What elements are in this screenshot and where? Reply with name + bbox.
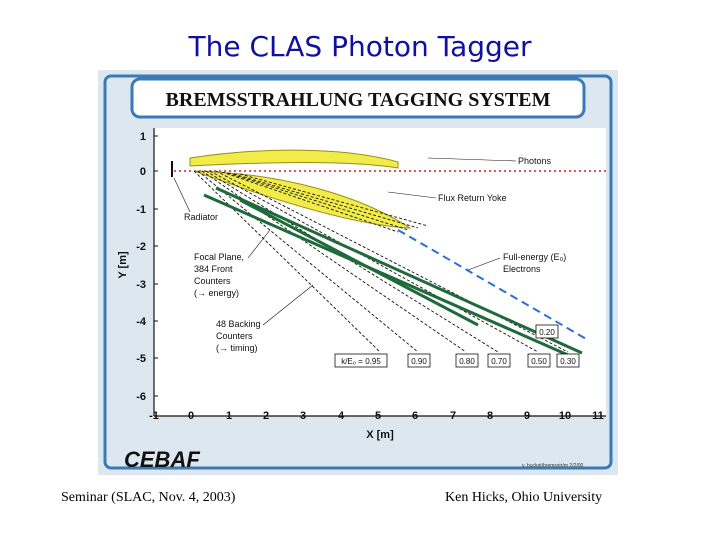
leader-full-energy bbox=[467, 257, 501, 271]
leader-backing bbox=[262, 284, 314, 326]
x-tick-label: 7 bbox=[450, 410, 456, 422]
label-full-energy: Full-energy (E₀) bbox=[503, 252, 566, 262]
y-axis-label: Y [m] bbox=[117, 251, 129, 279]
y-ticks: 1 0 -1 -2 -3 -4 -5 -6 bbox=[136, 131, 158, 403]
leader-photons bbox=[427, 157, 517, 162]
leader-radiator bbox=[173, 177, 191, 213]
trajectory-line bbox=[193, 170, 381, 353]
focal-plane-bar bbox=[215, 186, 583, 355]
energy-box-k: k/E₀ = 0.95 bbox=[334, 353, 388, 368]
y-tick-label: -4 bbox=[136, 316, 147, 328]
x-tick-label: 6 bbox=[412, 410, 418, 422]
energy-box-070: 0.70 bbox=[487, 353, 511, 368]
label-backing-counters: Counters bbox=[216, 331, 253, 341]
label-focal-energy: (→ energy) bbox=[194, 288, 239, 298]
footer-right: Ken Hicks, Ohio University bbox=[445, 490, 603, 505]
leader-focal-plane bbox=[247, 229, 271, 259]
energy-box-070-label: 0.70 bbox=[491, 357, 507, 366]
x-tick-label: 4 bbox=[338, 410, 345, 422]
energy-box-030: 0.30 bbox=[556, 353, 580, 368]
flux-yoke-lower bbox=[193, 170, 412, 229]
cebaf-logo: CEBAF bbox=[124, 447, 200, 472]
label-focal-front: 384 Front bbox=[194, 264, 233, 274]
x-tick-label: -1 bbox=[149, 410, 159, 422]
label-focal-plane: Focal Plane, bbox=[194, 252, 244, 262]
energy-box-080: 0.80 bbox=[455, 353, 479, 368]
focal-plane-counters bbox=[203, 186, 583, 357]
label-backing: 48 Backing bbox=[216, 319, 261, 329]
slide-title: The CLAS Photon Tagger bbox=[188, 30, 532, 63]
label-photons: Photons bbox=[518, 156, 552, 166]
energy-box-020-label: 0.20 bbox=[539, 328, 555, 337]
leader-flux-yoke bbox=[387, 191, 437, 199]
y-tick-label: -2 bbox=[136, 241, 146, 253]
figure-frame bbox=[103, 74, 613, 470]
energy-box-080-label: 0.80 bbox=[459, 357, 475, 366]
flux-yoke-upper bbox=[189, 149, 399, 169]
x-tick-label: 11 bbox=[592, 410, 604, 422]
x-ticks: -1 0 1 2 3 4 5 6 7 8 9 10 11 bbox=[149, 410, 604, 422]
tagger-diagram: BREMSSTRAHLUNG TAGGING SYSTEM 1 0 -1 -2 … bbox=[103, 74, 613, 472]
trajectory-line bbox=[201, 170, 467, 353]
x-tick-label: 0 bbox=[188, 410, 194, 422]
banner-title: BREMSSTRAHLUNG TAGGING SYSTEM bbox=[166, 89, 551, 111]
trajectory-line bbox=[215, 170, 569, 353]
energy-box-090: 0.90 bbox=[407, 353, 431, 368]
energy-box-050-label: 0.50 bbox=[531, 357, 547, 366]
label-radiator: Radiator bbox=[184, 212, 218, 222]
x-tick-label: 10 bbox=[559, 410, 571, 422]
y-tick-marks bbox=[154, 135, 158, 397]
x-axis-label: X [m] bbox=[366, 429, 394, 441]
trajectory-line bbox=[239, 173, 429, 227]
x-tick-label: 8 bbox=[487, 410, 493, 422]
energy-box-020: 0.20 bbox=[535, 324, 559, 339]
energy-box-090-label: 0.90 bbox=[411, 357, 427, 366]
y-tick-label: -6 bbox=[136, 391, 146, 403]
label-focal-counters: Counters bbox=[194, 276, 231, 286]
footer-left: Seminar (SLAC, Nov. 4, 2003) bbox=[61, 490, 236, 505]
x-tick-label: 5 bbox=[375, 410, 381, 422]
label-flux-yoke: Flux Return Yoke bbox=[438, 193, 507, 203]
y-tick-label: 1 bbox=[140, 131, 146, 143]
trajectory-line bbox=[227, 172, 409, 231]
y-tick-label: 0 bbox=[140, 166, 146, 178]
energy-box-k-label: k/E₀ = 0.95 bbox=[341, 357, 381, 366]
full-energy-beam bbox=[397, 229, 589, 341]
trajectory-line bbox=[233, 173, 419, 229]
x-tick-label: 2 bbox=[263, 410, 269, 422]
energy-box-030-label: 0.30 bbox=[560, 357, 576, 366]
focal-plane-bar bbox=[239, 198, 479, 327]
x-tick-label: 9 bbox=[524, 410, 530, 422]
energy-box-050: 0.50 bbox=[527, 353, 551, 368]
y-tick-label: -5 bbox=[136, 353, 146, 365]
label-electrons: Electrons bbox=[503, 264, 541, 274]
banner-box bbox=[130, 77, 586, 119]
y-tick-label: -3 bbox=[136, 279, 146, 291]
y-tick-label: -1 bbox=[136, 204, 146, 216]
x-tick-label: 1 bbox=[226, 410, 232, 422]
figure-credit: v. bucket/bremsstr/m 2/2/00 bbox=[522, 463, 584, 469]
x-tick-label: 3 bbox=[300, 410, 306, 422]
label-backing-timing: (→ timing) bbox=[216, 343, 258, 353]
electron-trajectories bbox=[193, 170, 569, 353]
trajectory-line bbox=[209, 170, 539, 353]
trajectory-line bbox=[221, 171, 399, 233]
trajectory-line bbox=[197, 170, 419, 353]
